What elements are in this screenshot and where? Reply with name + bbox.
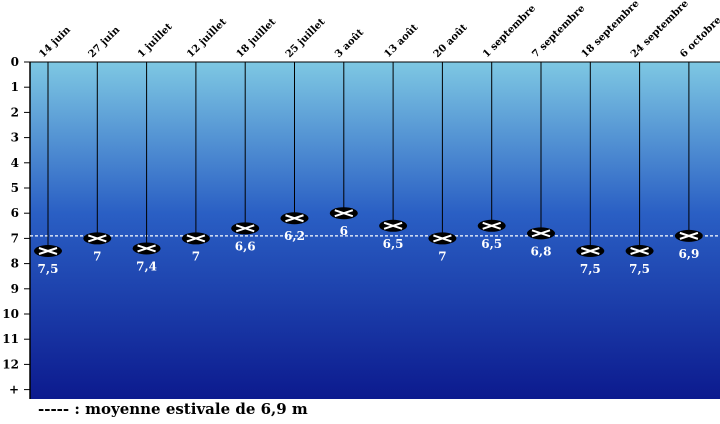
value-label: 6,5 — [481, 237, 502, 251]
y-tick-label: 5 — [11, 181, 19, 195]
y-tick-label: 7 — [11, 231, 19, 245]
y-tick-label: 3 — [11, 131, 19, 145]
date-label: 1 septembre — [481, 3, 538, 60]
secchi-disk-pattern — [383, 221, 403, 230]
y-tick-label: 12 — [2, 357, 19, 371]
legend-average: ----- : moyenne estivale de 6,9 m — [38, 400, 308, 418]
secchi-disk-pattern — [137, 244, 156, 253]
secchi-disk-pattern — [482, 221, 502, 230]
value-label: 6,5 — [383, 237, 404, 251]
y-tick-label: 11 — [2, 332, 19, 346]
y-tick-label: 6 — [11, 206, 19, 220]
value-label: 7 — [192, 249, 200, 263]
y-tick-label: 2 — [11, 105, 19, 119]
y-tick-label: 9 — [11, 282, 19, 296]
value-label: 7,4 — [136, 259, 157, 273]
y-tick-label: 4 — [11, 156, 19, 170]
date-label: 18 juillet — [235, 16, 279, 60]
value-label: 6,8 — [531, 244, 552, 258]
water-background — [30, 62, 720, 399]
value-label: 6,2 — [284, 229, 305, 243]
secchi-disk-pattern — [433, 234, 452, 243]
value-label: 6,9 — [678, 247, 699, 261]
value-label: 7,5 — [38, 262, 59, 276]
date-label: 12 juillet — [185, 16, 229, 60]
value-label: 7,5 — [629, 262, 650, 276]
value-label: 7 — [93, 249, 101, 263]
y-tick-label: 1 — [11, 80, 19, 94]
secchi-disk-pattern — [531, 229, 551, 238]
secchi-disk-pattern — [285, 214, 304, 223]
date-label: 14 juin — [37, 24, 73, 60]
value-label: 7 — [438, 249, 446, 263]
date-label: 25 juillet — [284, 16, 328, 60]
secchi-disk-pattern — [87, 234, 107, 243]
date-label: 7 septembre — [530, 3, 587, 60]
date-label: 1 juillet — [136, 21, 175, 60]
y-tick-label: + — [9, 383, 19, 397]
y-tick-label: 0 — [11, 55, 19, 69]
secchi-disk-pattern — [235, 224, 255, 233]
date-label: 13 août — [382, 22, 420, 60]
secchi-disk-pattern — [334, 209, 354, 218]
value-label: 7,5 — [580, 262, 601, 276]
secchi-disk-pattern — [186, 234, 206, 243]
date-label: 3 août — [333, 27, 366, 60]
secchi-disk-pattern — [630, 247, 649, 255]
secchi-disk-pattern — [679, 231, 699, 240]
y-tick-label: 8 — [11, 257, 19, 271]
secchi-disk-pattern — [580, 247, 600, 255]
date-label: 6 octobre — [678, 15, 720, 60]
date-label: 20 août — [432, 22, 470, 60]
y-tick-label: 10 — [2, 307, 19, 321]
date-label: 27 juin — [87, 24, 123, 60]
value-label: 6 — [340, 224, 348, 238]
secchi-disk-pattern — [38, 247, 58, 255]
value-label: 6,6 — [235, 239, 256, 253]
